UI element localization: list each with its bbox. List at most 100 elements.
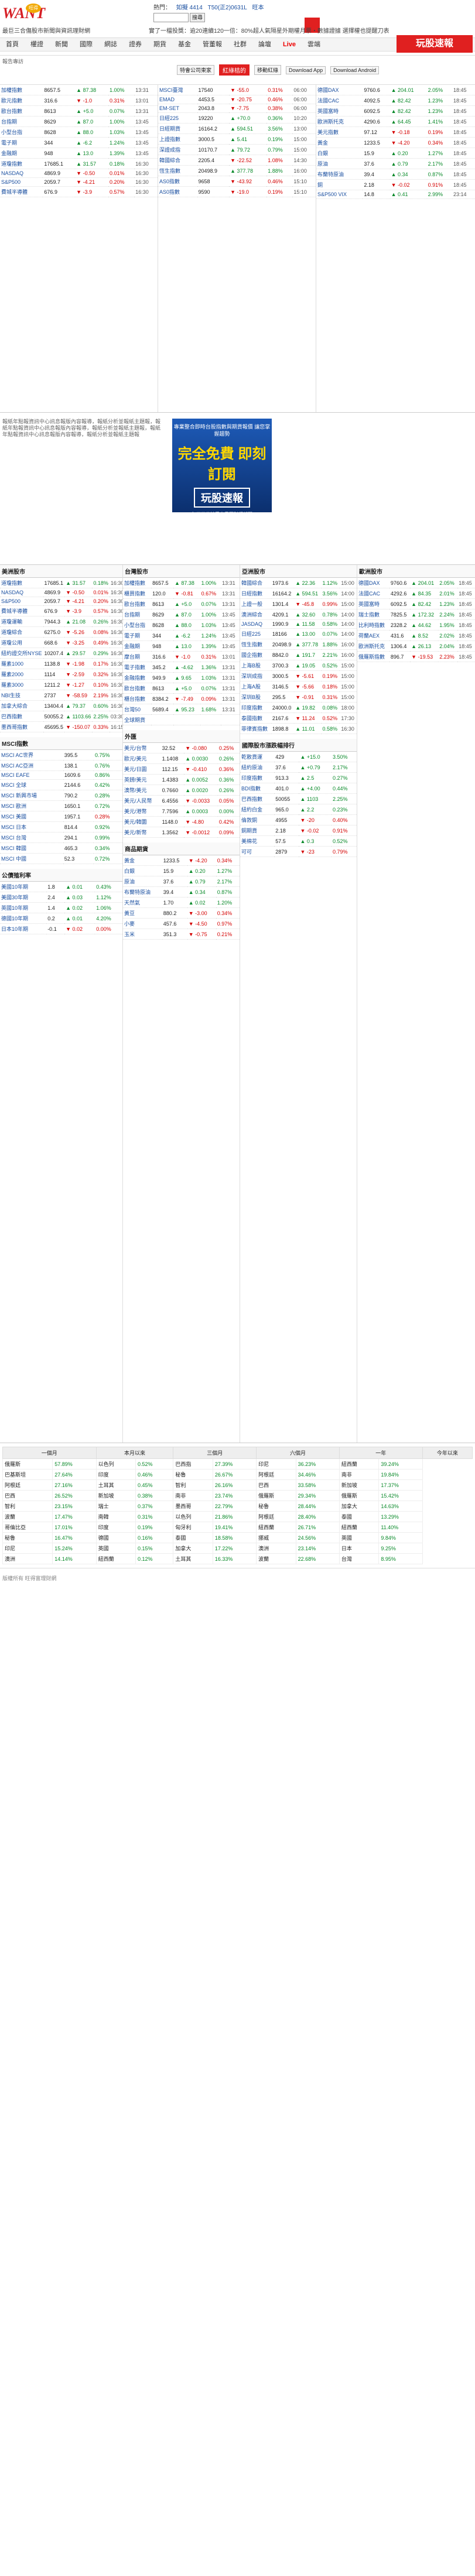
- msci-name[interactable]: MSCI 中國: [0, 853, 63, 864]
- quote-row[interactable]: 紐約白金 965.0 ▲ 2.2 0.23%: [240, 804, 357, 815]
- market-name[interactable]: 智利: [2, 1501, 53, 1512]
- index-name[interactable]: 金融期: [123, 640, 152, 652]
- market-name[interactable]: 智利: [173, 1479, 213, 1491]
- quote-row[interactable]: 日經225 19220 ▲ +70.0 0.36% 10:20: [158, 112, 316, 124]
- quote-row[interactable]: 比利時指數 2328.2 ▲ 44.62 1.95% 18:45: [357, 619, 475, 631]
- company-button[interactable]: 特會公司東家: [177, 65, 215, 75]
- quote-row[interactable]: 道瓊指數 17685.1 ▲ 31.57 0.18% 16:30: [0, 578, 122, 588]
- quote-row[interactable]: 深證成指 10170.7 ▲ 79.72 0.79% 15:00: [158, 144, 316, 155]
- index-name[interactable]: 道瓊指數: [0, 158, 43, 169]
- nav-item-fund[interactable]: 基金: [178, 41, 191, 48]
- index-name[interactable]: 黃豆: [123, 907, 162, 919]
- index-name[interactable]: 台指期: [0, 116, 43, 127]
- index-name[interactable]: 美元/日圓: [123, 763, 161, 775]
- market-name[interactable]: 德國: [95, 1532, 136, 1543]
- market-name[interactable]: 以色列: [95, 1458, 136, 1469]
- index-name[interactable]: 費城半導體: [0, 186, 43, 197]
- index-name[interactable]: 美元指數: [316, 126, 363, 138]
- index-name[interactable]: 上海A股: [240, 681, 271, 692]
- index-name[interactable]: 紐約證交所NYSE: [0, 648, 43, 659]
- quote-row[interactable]: 英國10年期 1.4 ▲ 0.02 1.06%: [0, 902, 122, 913]
- quote-row[interactable]: 菲律賓指數 1898.8 ▲ 11.01 0.58% 16:30: [240, 723, 357, 734]
- index-name[interactable]: 印度指數: [240, 702, 271, 713]
- market-name[interactable]: 南非: [339, 1469, 380, 1480]
- market-name[interactable]: 英國: [339, 1532, 380, 1543]
- index-name[interactable]: 上證指數: [158, 133, 197, 145]
- quote-row[interactable]: 摩台期 316.6 ▼ -1.0 0.31% 13:01: [123, 651, 240, 662]
- quote-row[interactable]: 泰國指數 2167.6 ▼ 11.24 0.52% 17:30: [240, 712, 357, 724]
- index-name[interactable]: 泰國指數: [240, 712, 271, 724]
- quote-row[interactable]: 歐元指數 316.6 ▼ -1.0 0.31% 13:01: [0, 95, 158, 106]
- index-name[interactable]: 德國DAX: [316, 85, 363, 95]
- index-name[interactable]: 國企指數: [240, 649, 271, 660]
- index-name[interactable]: 日經225: [240, 628, 271, 639]
- index-name[interactable]: 美國30年期: [0, 892, 47, 903]
- index-name[interactable]: 道瓊指數: [0, 578, 43, 588]
- index-name[interactable]: 德國DAX: [357, 578, 389, 588]
- subscribe-ad[interactable]: 專業整合即時台股指數與期貨報價 讓您掌握趨勢 完全免費 即刻訂閱 玩股速報 每天…: [172, 419, 272, 517]
- nav-item-intl[interactable]: 國際: [80, 41, 93, 48]
- market-name[interactable]: 墨西哥: [173, 1501, 213, 1512]
- market-name[interactable]: 英國: [95, 1543, 136, 1554]
- quote-row[interactable]: 台指期 8629 ▲ 87.0 1.00% 13:45: [0, 116, 158, 127]
- quote-row[interactable]: 墨西哥指數 45695.5 ▼ -150.07 0.33% 16:15: [0, 721, 122, 732]
- index-name[interactable]: 美元/台幣: [123, 743, 161, 753]
- index-name[interactable]: 電子期: [123, 630, 152, 641]
- index-name[interactable]: 澳幣/美元: [123, 785, 161, 796]
- quote-row[interactable]: 羅素2000 1114 ▼ -2.59 0.32% 16:30: [0, 669, 122, 680]
- msci-name[interactable]: MSCI AC亞洲: [0, 760, 63, 771]
- nav-item-cloud[interactable]: 雲端: [307, 41, 321, 48]
- quote-row[interactable]: 黃金 1233.5 ▼ -4.20 0.34% 18:45: [316, 137, 475, 148]
- market-name[interactable]: 加拿大: [173, 1543, 213, 1554]
- quote-row[interactable]: 電子指數 345.2 ▲ -4.62 1.36% 13:31: [123, 662, 240, 673]
- msci-name[interactable]: MSCI 美國: [0, 811, 63, 822]
- index-name[interactable]: JASDAQ: [240, 619, 271, 629]
- index-name[interactable]: AS0指數: [158, 176, 197, 187]
- index-name[interactable]: S&P500 VIX: [316, 190, 363, 199]
- msci-row[interactable]: MSCI EAFE 1609.6 0.86%: [0, 770, 122, 780]
- index-name[interactable]: 韓國綜合: [240, 578, 271, 588]
- index-name[interactable]: 原油: [123, 876, 162, 887]
- index-name[interactable]: 櫃台指數: [123, 693, 152, 704]
- quote-row[interactable]: 道瓊綜合 6275.0 ▼ -5.26 0.08% 16:30: [0, 626, 122, 638]
- quote-row[interactable]: 羅素3000 1211.2 ▼ -1.27 0.10% 16:30: [0, 679, 122, 690]
- tab-mobile[interactable]: 移動紅綠: [254, 65, 282, 75]
- msci-row[interactable]: MSCI 台灣 294.1 0.99%: [0, 832, 122, 843]
- quote-row[interactable]: 金融期 948 ▲ 13.0 1.39% 13:45: [0, 148, 158, 159]
- tab-red-green[interactable]: 紅綠桔的: [219, 64, 250, 76]
- quote-row[interactable]: 深圳B股 295.5 ▼ -0.91 0.31% 15:00: [240, 691, 357, 703]
- quote-row[interactable]: 美國30年期 2.4 ▲ 0.03 1.12%: [0, 892, 122, 903]
- index-name[interactable]: 巴西指數: [0, 711, 43, 722]
- quote-row[interactable]: 原油 37.6 ▲ 0.79 2.17% 18:45: [316, 158, 475, 169]
- quote-row[interactable]: 台灣50 5689.4 ▲ 95.23 1.68% 13:31: [123, 704, 240, 715]
- index-name[interactable]: 日經期貨: [158, 123, 197, 134]
- quote-row[interactable]: 加權指數 8657.5 ▲ 87.38 1.00% 13:31: [0, 85, 158, 95]
- index-name[interactable]: 韓國綜合: [158, 155, 197, 166]
- quote-row[interactable]: NBI生技 2737 ▼ -58.59 2.19% 16:30: [0, 690, 122, 701]
- msci-row[interactable]: MSCI AC亞洲 138.1 0.76%: [0, 760, 122, 771]
- nav-item-forum[interactable]: 論壇: [258, 41, 271, 48]
- index-name[interactable]: 道瓊公用: [0, 637, 43, 648]
- period-tab[interactable]: 一年: [339, 1447, 423, 1459]
- market-name[interactable]: 南韓: [95, 1511, 136, 1522]
- index-name[interactable]: 摩台期: [123, 651, 152, 662]
- msci-name[interactable]: MSCI 台灣: [0, 832, 63, 843]
- market-name[interactable]: 印尼: [2, 1543, 53, 1554]
- index-name[interactable]: 可可: [240, 846, 275, 857]
- index-name[interactable]: 歐洲斯托克: [316, 116, 363, 127]
- quote-row[interactable]: 歐元/美元 1.1408 ▲ 0.0030 0.26%: [123, 753, 240, 764]
- index-name[interactable]: S&P500: [0, 177, 43, 187]
- market-name[interactable]: 哥倫比亞: [2, 1522, 53, 1533]
- quote-row[interactable]: AS0指數 9658 ▼ -43.92 0.46% 15:10: [158, 176, 316, 187]
- index-name[interactable]: 加權指數: [123, 578, 152, 588]
- msci-row[interactable]: MSCI 日本 814.4 0.92%: [0, 821, 122, 833]
- period-tab[interactable]: 本月以來: [95, 1447, 174, 1459]
- quote-row[interactable]: 德國10年期 0.2 ▲ 0.01 4.20%: [0, 913, 122, 924]
- quote-row[interactable]: 全球期貨: [123, 714, 240, 725]
- nav-item-blog[interactable]: 網誌: [104, 41, 117, 48]
- index-name[interactable]: 恆生指數: [240, 639, 271, 650]
- market-name[interactable]: 泰國: [339, 1511, 380, 1522]
- quote-row[interactable]: 德國DAX 9760.6 ▲ 204.01 2.05% 18:45: [357, 578, 475, 588]
- index-name[interactable]: 英國富時: [357, 598, 389, 609]
- market-name[interactable]: 巴基斯坦: [2, 1469, 53, 1480]
